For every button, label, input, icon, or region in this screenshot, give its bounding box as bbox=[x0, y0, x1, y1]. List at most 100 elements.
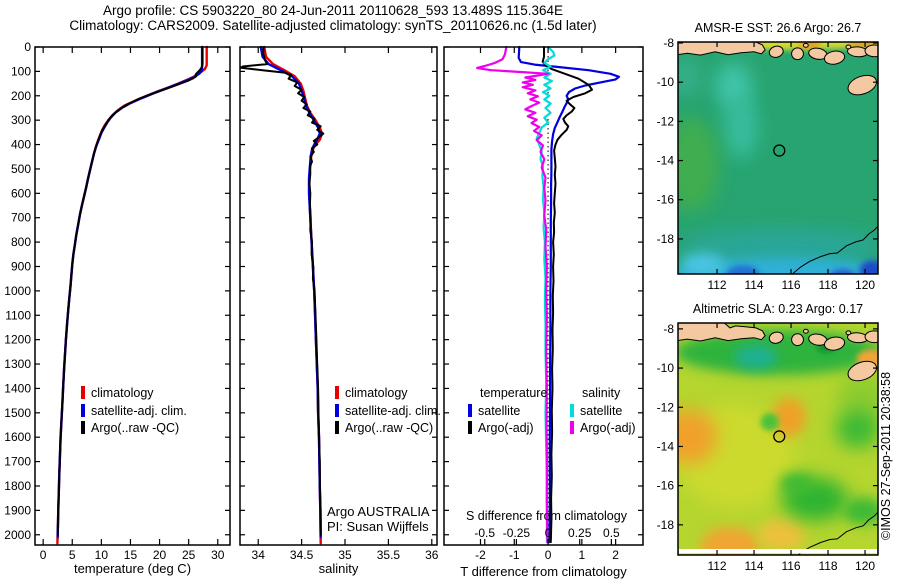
legend-label: satellite-adj. clim. bbox=[91, 403, 187, 418]
program-name: Argo AUSTRALIA bbox=[327, 504, 430, 519]
svg-text:112: 112 bbox=[707, 559, 726, 573]
svg-text:112: 112 bbox=[707, 278, 726, 292]
temperature-profile-ticks bbox=[35, 46, 230, 545]
legend-item: satellite-adj. clim. bbox=[81, 403, 187, 421]
svg-text:5: 5 bbox=[69, 548, 76, 562]
legend-item: Argo(..raw -QC) bbox=[81, 420, 187, 438]
svg-text:36: 36 bbox=[425, 548, 439, 562]
legend-item: climatology bbox=[81, 385, 187, 403]
svg-text:1900: 1900 bbox=[4, 503, 31, 517]
temperature-profile-frame bbox=[34, 46, 231, 546]
svg-text:1800: 1800 bbox=[4, 479, 31, 493]
island bbox=[768, 45, 784, 58]
svg-text:-14: -14 bbox=[657, 154, 675, 168]
svg-text:500: 500 bbox=[11, 162, 31, 176]
argo-raw-swatch bbox=[81, 421, 85, 434]
sla-map-frame bbox=[677, 322, 879, 556]
sla-map-blob bbox=[760, 413, 780, 431]
svg-text:0: 0 bbox=[40, 548, 47, 562]
svg-text:0.25: 0.25 bbox=[568, 526, 592, 540]
sst-map-blob bbox=[830, 269, 856, 274]
svg-text:600: 600 bbox=[11, 186, 31, 200]
climatology-swatch bbox=[335, 386, 339, 399]
legend-item: Argo(..raw -QC) bbox=[335, 420, 441, 438]
temperature-profile-tick-labels: 0 5 10 15 20 25 300100200300400500600700800900… bbox=[4, 40, 224, 562]
sla-map-float-position-marker bbox=[773, 430, 786, 443]
sla-map-tick-labels: 112 114 116 118 120 -8 -10 -12 -14 -16 -18 bbox=[657, 322, 876, 573]
s-satellite-swatch bbox=[570, 403, 574, 417]
island bbox=[768, 331, 784, 344]
svg-text:700: 700 bbox=[11, 211, 31, 225]
sla-map-blob bbox=[700, 526, 760, 555]
salinity-profile-frame bbox=[239, 46, 438, 546]
difference-profile: -2 -1 0 1 2 -0.5 -0.25 0 0.25 0.5 bbox=[443, 45, 644, 562]
island bbox=[847, 360, 878, 382]
svg-text:1500: 1500 bbox=[4, 406, 31, 420]
svg-text:34.5: 34.5 bbox=[290, 548, 314, 562]
legend-label: satellite bbox=[478, 403, 521, 418]
salinity-axis-label: salinity bbox=[318, 561, 359, 576]
argo-raw-swatch bbox=[335, 421, 339, 434]
svg-text:114: 114 bbox=[744, 559, 763, 573]
sla-map-blob bbox=[842, 497, 878, 525]
principal-investigator: PI: Susan Wijffels bbox=[327, 519, 429, 534]
sla-map-blob bbox=[772, 397, 806, 437]
island bbox=[845, 330, 852, 336]
legend-label: Argo(..raw -QC) bbox=[91, 421, 180, 435]
svg-text:-18: -18 bbox=[657, 232, 675, 246]
svg-text:1: 1 bbox=[579, 548, 586, 562]
svg-text:30: 30 bbox=[211, 548, 225, 562]
sla-map-blob bbox=[734, 345, 778, 370]
island bbox=[864, 330, 878, 344]
temperature-profile-series-satellite-adj--clim- bbox=[56, 45, 204, 539]
svg-text:-18: -18 bbox=[657, 518, 675, 532]
svg-text:-10: -10 bbox=[657, 75, 675, 89]
java-island bbox=[678, 323, 766, 342]
svg-text:1000: 1000 bbox=[4, 284, 31, 298]
t-difference-axis-label: T difference from climatology bbox=[460, 564, 627, 579]
program-notes: Argo AUSTRALIA PI: Susan Wijffels bbox=[327, 504, 430, 534]
no-data-strip bbox=[679, 549, 877, 554]
sla-map-blob bbox=[837, 373, 878, 421]
island bbox=[791, 333, 804, 347]
sst-map-tick-labels: 112 114 116 118 120 -8 -10 -12 -14 -16 -18 bbox=[657, 36, 876, 292]
svg-text:-14: -14 bbox=[657, 439, 675, 453]
sst-map-ticks bbox=[678, 42, 878, 274]
svg-text:34: 34 bbox=[252, 548, 266, 562]
svg-text:1700: 1700 bbox=[4, 455, 31, 469]
svg-text:-12: -12 bbox=[657, 114, 675, 128]
legend-label: Argo(..raw -QC) bbox=[345, 421, 434, 435]
legend-label: climatology bbox=[91, 386, 154, 400]
australia-coastline bbox=[791, 225, 878, 274]
sla-map-field bbox=[678, 323, 878, 555]
svg-text:35.5: 35.5 bbox=[377, 548, 401, 562]
svg-text:2000: 2000 bbox=[4, 528, 31, 542]
legend-label: Argo(-adj) bbox=[478, 421, 534, 435]
svg-text:0: 0 bbox=[24, 40, 31, 54]
sla-map-blob bbox=[835, 409, 878, 449]
svg-text:35: 35 bbox=[338, 548, 352, 562]
legend-item: satellite bbox=[468, 403, 547, 421]
sst-map-blob bbox=[726, 265, 760, 274]
svg-text:116: 116 bbox=[781, 278, 800, 292]
island bbox=[864, 44, 878, 58]
temperature-panel-legend: climatology satellite-adj. clim. Argo(..… bbox=[81, 385, 187, 438]
temperature-profile-series-climatology bbox=[56, 45, 208, 545]
salinity-profile-tick-labels: 34 34.5 35 35.5 36 bbox=[252, 548, 439, 562]
salinity-profile: 34 34.5 35 35.5 36 bbox=[239, 45, 439, 562]
legend-item: Argo(-adj) bbox=[468, 420, 547, 438]
temperature-profile-series-argo---raw--qc- bbox=[56, 46, 204, 536]
svg-text:800: 800 bbox=[11, 235, 31, 249]
svg-text:0: 0 bbox=[545, 548, 552, 562]
sst-map-blob bbox=[798, 42, 821, 49]
temperature-profile: 0 5 10 15 20 25 300100200300400500600700800900… bbox=[4, 40, 231, 562]
climatology-swatch bbox=[81, 386, 85, 399]
sst-map-title: AMSR-E SST: 26.6 Argo: 26.7 bbox=[694, 21, 862, 35]
svg-text:400: 400 bbox=[11, 138, 31, 152]
sst-map-blob bbox=[678, 117, 719, 212]
sst-map-blob bbox=[678, 56, 701, 96]
t-satellite-swatch bbox=[468, 403, 472, 417]
imos-credit: ©IMOS 27-Sep-2011 20:38:58 bbox=[879, 371, 893, 541]
